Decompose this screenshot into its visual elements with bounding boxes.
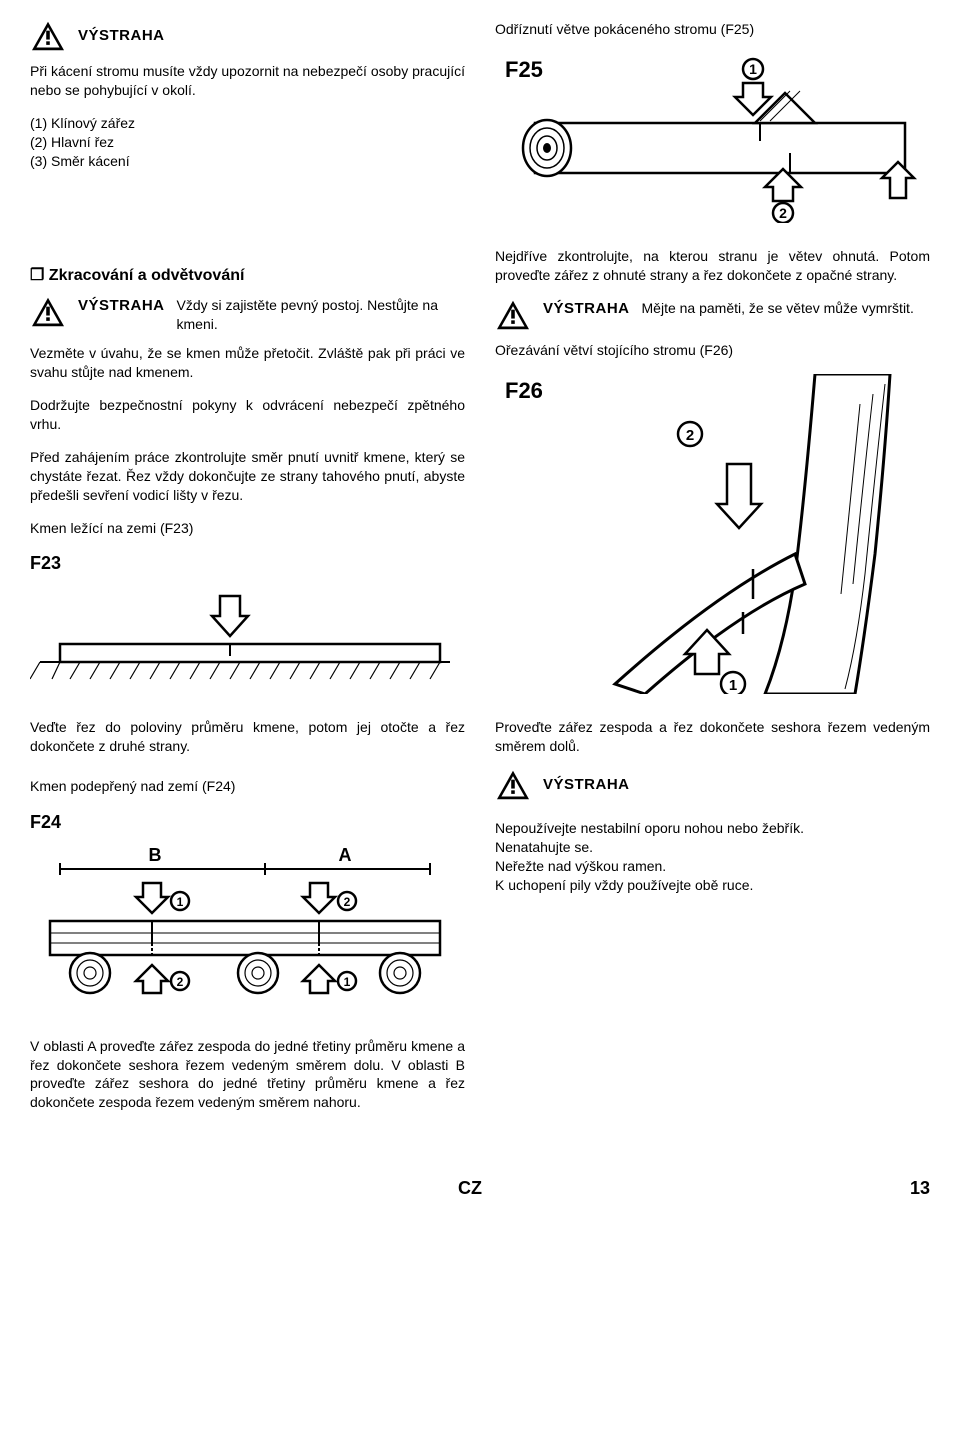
low-left-p3: V oblasti A proveďte zářez zespoda do je… bbox=[30, 1037, 465, 1113]
footer-lang: CZ bbox=[458, 1176, 482, 1200]
low-left-p1: Veďte řez do poloviny průměru kmene, pot… bbox=[30, 718, 465, 756]
list-item-1: (1) Klínový zářez bbox=[30, 114, 465, 133]
figure-f24: B A 1 2 bbox=[30, 843, 465, 1013]
figure-f25: F25 1 bbox=[495, 53, 930, 223]
list-item-3: (3) Směr kácení bbox=[30, 152, 465, 171]
warning-lower-right: VÝSTRAHA bbox=[495, 769, 930, 801]
warning-triangle-icon bbox=[495, 769, 531, 801]
footer-page: 13 bbox=[910, 1176, 930, 1200]
svg-text:F25: F25 bbox=[505, 57, 543, 82]
figure-label-f24: F24 bbox=[30, 810, 465, 834]
list-item-2: (2) Hlavní řez bbox=[30, 133, 465, 152]
intro-paragraph: Při kácení stromu musíte vždy upozornit … bbox=[30, 62, 465, 100]
figure-f23 bbox=[30, 584, 465, 694]
mid-left-p1: Vezměte v úvahu, že se kmen může přetoči… bbox=[30, 344, 465, 382]
svg-text:2: 2 bbox=[344, 895, 351, 909]
figure-f26: F26 2 bbox=[495, 374, 930, 694]
svg-text:1: 1 bbox=[344, 975, 351, 989]
svg-text:1: 1 bbox=[749, 61, 757, 77]
warning-text: Vždy si zajistěte pevný postoj. Nestůjte… bbox=[177, 296, 465, 334]
low-right-l2: Nenatahujte se. bbox=[495, 838, 930, 857]
mid-right-p2: Ořezávání větví stojícího stromu (F26) bbox=[495, 341, 930, 360]
warning-text: Mějte na paměti, že se větev může vymršt… bbox=[642, 299, 930, 318]
svg-text:2: 2 bbox=[686, 427, 694, 444]
mid-left-p2: Dodržujte bezpečnostní pokyny k odvrácen… bbox=[30, 396, 465, 434]
svg-text:1: 1 bbox=[177, 895, 184, 909]
page-footer: CZ 13 bbox=[30, 1176, 930, 1200]
warning-header: VÝSTRAHA bbox=[30, 20, 465, 52]
svg-text:2: 2 bbox=[177, 975, 184, 989]
warning-inline-right: VÝSTRAHA Mějte na paměti, že se větev mů… bbox=[495, 299, 930, 331]
warning-label: VÝSTRAHA bbox=[543, 299, 630, 319]
warning-label: VÝSTRAHA bbox=[543, 775, 630, 795]
low-right-l4: K uchopení pily vždy používejte obě ruce… bbox=[495, 876, 930, 895]
square-bullet-icon: ❐ bbox=[30, 267, 44, 284]
svg-text:1: 1 bbox=[729, 677, 737, 694]
mid-right-p1: Nejdříve zkontrolujte, na kterou stranu … bbox=[495, 247, 930, 285]
low-left-p2: Kmen podepřený nad zemí (F24) bbox=[30, 777, 465, 796]
low-right-l3: Neřežte nad výškou ramen. bbox=[495, 857, 930, 876]
warning-label: VÝSTRAHA bbox=[78, 26, 165, 46]
svg-text:2: 2 bbox=[779, 205, 787, 221]
mid-left-p4: Kmen ležící na zemi (F23) bbox=[30, 519, 465, 538]
warning-label: VÝSTRAHA bbox=[78, 296, 165, 316]
f25-title: Odříznutí větve pokáceného stromu (F25) bbox=[495, 20, 930, 39]
section-heading-text: Zkracování a odvětvování bbox=[49, 267, 245, 284]
svg-text:B: B bbox=[149, 845, 162, 865]
warning-inline: VÝSTRAHA Vždy si zajistěte pevný postoj.… bbox=[30, 296, 465, 334]
mid-left-p3: Před zahájením práce zkontrolujte směr p… bbox=[30, 448, 465, 505]
warning-triangle-icon bbox=[495, 299, 531, 331]
warning-triangle-icon bbox=[30, 20, 66, 52]
low-right-p1: Proveďte zářez zespoda a řez dokončete s… bbox=[495, 718, 930, 756]
warning-triangle-icon bbox=[30, 296, 66, 328]
svg-text:F26: F26 bbox=[505, 378, 543, 403]
section-heading: ❐ Zkracování a odvětvování bbox=[30, 265, 465, 287]
figure-label-f23: F23 bbox=[30, 551, 465, 575]
svg-text:A: A bbox=[339, 845, 352, 865]
low-right-l1: Nepoužívejte nestabilní oporu nohou nebo… bbox=[495, 819, 930, 838]
